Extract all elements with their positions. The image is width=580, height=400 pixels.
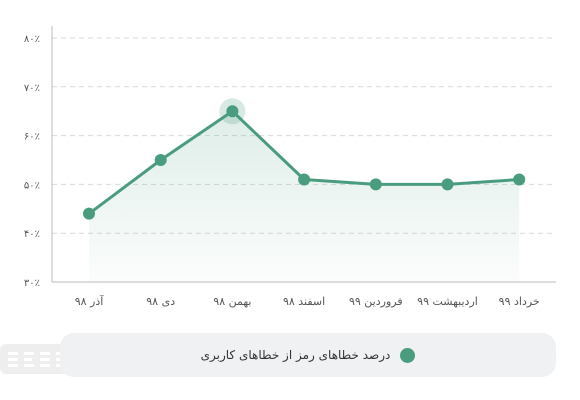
x-tick-label: اردیبهشت ۹۹: [417, 295, 478, 308]
y-tick-label: ۶۰٪: [24, 132, 40, 143]
x-tick-label: دی ۹۸: [146, 295, 175, 308]
series-area: [89, 111, 520, 282]
y-tick-label: ۸۰٪: [24, 34, 40, 45]
legend-series-label: درصد خطاهای رمز از خطاهای کاربری: [200, 348, 391, 362]
data-point: [154, 154, 167, 166]
area-layer: [89, 111, 520, 282]
data-point: [441, 178, 454, 191]
data-point: [298, 173, 311, 186]
data-point: [83, 207, 95, 220]
point-layer: [83, 98, 526, 220]
y-tick-label: ۴۰٪: [24, 229, 40, 240]
chart-legend: درصد خطاهای رمز از خطاهای کاربری: [60, 333, 556, 377]
x-tick-label: فروردین ۹۹: [349, 295, 403, 308]
data-point: [513, 173, 526, 186]
data-point: [226, 105, 239, 118]
y-tick-label: ۷۰٪: [24, 83, 40, 94]
line-chart: ۳۰٪ ۴۰٪ ۵۰٪ ۶۰٪ ۷۰٪ ۸۰٪ آذر ۹۸ دی ۹۸ بهمن ۹۸ اسف…: [24, 26, 556, 308]
x-tick-label: اسفند ۹۸: [283, 295, 325, 308]
data-point: [369, 178, 382, 191]
x-tick-labels: آذر ۹۸ دی ۹۸ بهمن ۹۸ اسفند ۹۸ فروردین ۹۹ اردی…: [75, 294, 540, 308]
y-tick-label: ۳۰٪: [24, 278, 40, 289]
x-tick-label: بهمن ۹۸: [213, 295, 251, 308]
legend-series-swatch: [400, 347, 416, 363]
x-tick-label: خرداد ۹۹: [499, 295, 540, 308]
y-tick-label: ۵۰٪: [24, 180, 40, 191]
x-tick-label: آذر ۹۸: [75, 294, 105, 308]
